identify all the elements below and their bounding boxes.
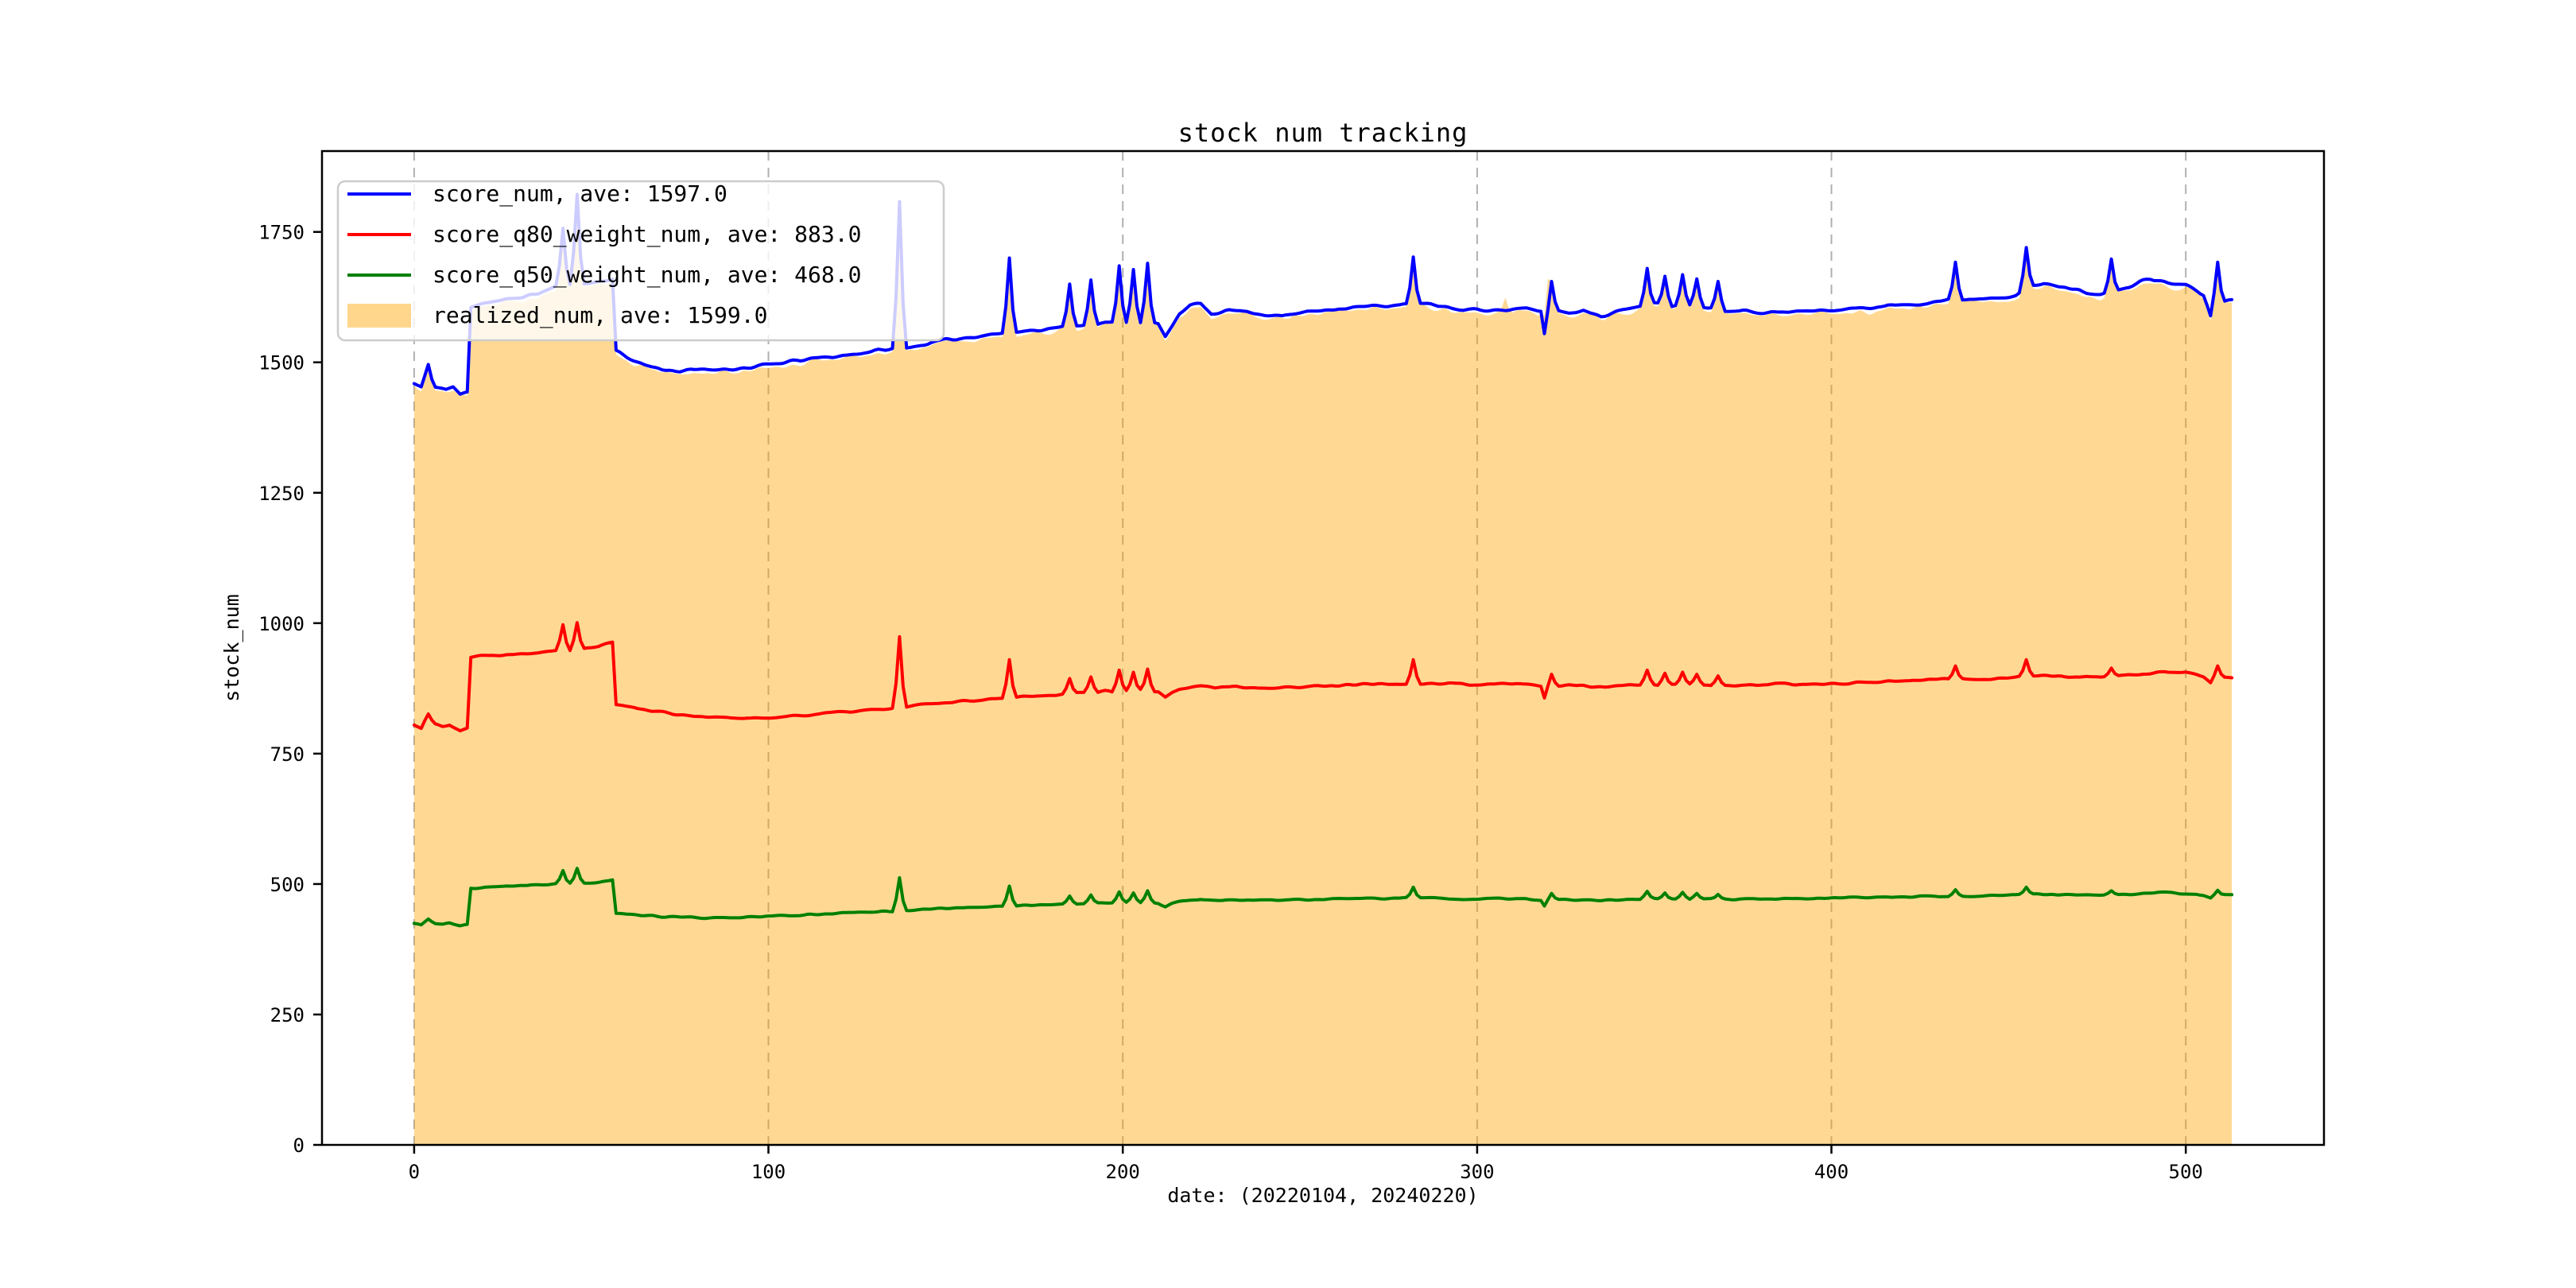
x-tick-label: 400 bbox=[1814, 1161, 1849, 1183]
x-tick-label: 300 bbox=[1460, 1161, 1494, 1183]
y-tick-label: 1000 bbox=[258, 613, 305, 635]
legend-label-score-q80: score_q80_weight_num, ave: 883.0 bbox=[433, 221, 861, 248]
legend-label-score-num: score_num, ave: 1597.0 bbox=[433, 180, 727, 208]
y-axis-label: stock_num bbox=[220, 594, 243, 701]
y-axis-ticks: 0 250 500 750 1000 1250 1500 1750 bbox=[258, 222, 322, 1157]
x-axis-label: date: (20220104, 20240220) bbox=[1167, 1184, 1478, 1207]
y-tick-label: 0 bbox=[293, 1135, 305, 1157]
legend-label-realized-num: realized_num, ave: 1599.0 bbox=[433, 302, 767, 329]
y-tick-label: 750 bbox=[270, 743, 305, 766]
score-q80-weight-num-line bbox=[412, 621, 2234, 733]
plot-border bbox=[320, 149, 2326, 1146]
x-tick-label: 0 bbox=[409, 1161, 420, 1183]
y-tick-label: 250 bbox=[270, 1004, 305, 1026]
legend-box: score_num, ave: 1597.0 score_q80_weight_… bbox=[336, 180, 945, 342]
x-tick-label: 500 bbox=[2169, 1161, 2203, 1183]
chart-title: stock num tracking bbox=[1178, 118, 1468, 148]
y-tick-label: 1250 bbox=[258, 483, 305, 505]
y-tick-label: 1750 bbox=[258, 222, 305, 244]
legend-label-score-q50: score_q50_weight_num, ave: 468.0 bbox=[433, 262, 861, 289]
x-tick-label: 100 bbox=[751, 1161, 786, 1183]
legend-patch-swatch-realized-num bbox=[347, 304, 411, 328]
score-q50-weight-num-line bbox=[412, 867, 2234, 928]
y-tick-label: 1500 bbox=[258, 352, 305, 374]
realized-num-fill-area bbox=[413, 196, 2233, 1145]
x-axis-ticks: 0 100 200 300 400 500 bbox=[409, 1145, 2203, 1183]
y-tick-label: 500 bbox=[270, 874, 305, 896]
x-tick-label: 200 bbox=[1106, 1161, 1140, 1183]
score-num-line bbox=[412, 192, 2234, 396]
legend-frame bbox=[336, 180, 945, 342]
